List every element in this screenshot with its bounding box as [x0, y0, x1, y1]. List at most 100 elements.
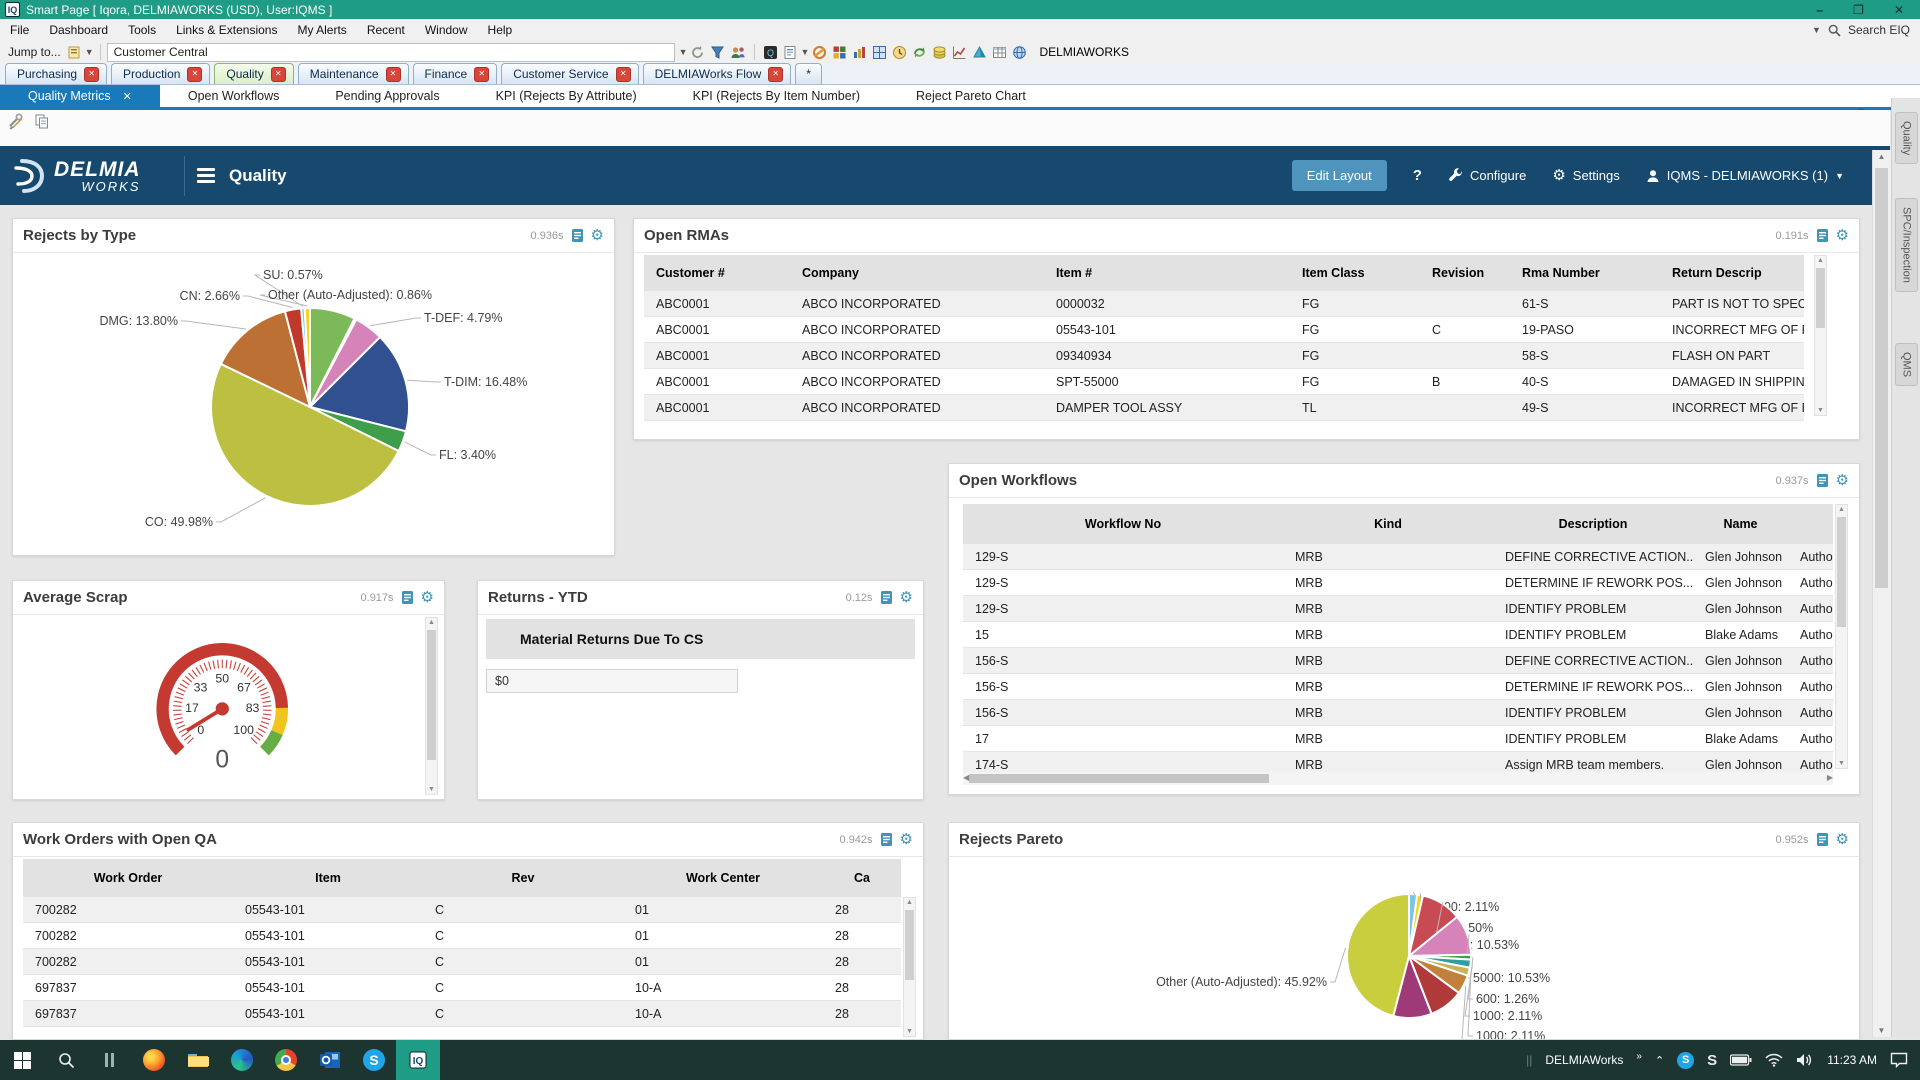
menu-recent[interactable]: Recent: [366, 23, 405, 37]
close-tab-icon[interactable]: ✕: [474, 66, 490, 82]
report-icon[interactable]: [1816, 473, 1829, 488]
close-button[interactable]: ✕: [1893, 2, 1904, 17]
module-tab-production[interactable]: Production ✕: [111, 63, 211, 84]
task-view-button[interactable]: [88, 1040, 132, 1080]
panel-settings-icon[interactable]: ⚙: [1835, 227, 1849, 244]
skype-icon[interactable]: S: [352, 1040, 396, 1080]
column-header[interactable]: Return Descrip: [1672, 266, 1762, 280]
combobox-caret-icon[interactable]: ▼: [678, 47, 688, 57]
panel-settings-icon[interactable]: ⚙: [590, 227, 604, 244]
taskbar-search-button[interactable]: [44, 1040, 88, 1080]
column-header[interactable]: Revision: [1432, 266, 1485, 280]
jump-to-combobox[interactable]: Customer Central: [106, 42, 675, 62]
table-row[interactable]: ABC0001 ABCO INCORPORATED 0000032 FG 61-S PAR…: [644, 291, 1804, 317]
close-tab-icon[interactable]: ✕: [84, 66, 100, 82]
blue-grid-icon[interactable]: [869, 43, 889, 61]
returns-column-header[interactable]: Material Returns Due To CS: [486, 619, 915, 659]
taskbar-clock[interactable]: 11:23 AM: [1827, 1053, 1877, 1067]
module-tab-quality[interactable]: Quality ✕: [214, 63, 294, 84]
hamburger-menu-icon[interactable]: [197, 168, 215, 183]
delmiaworks-app-button[interactable]: IQ: [396, 1040, 440, 1080]
table-row[interactable]: ABC0001 ABCO INCORPORATED 05543-101 FG C 19-P…: [644, 317, 1804, 343]
page-tab-quality-metrics[interactable]: Quality Metrics ✕: [0, 85, 160, 107]
panel-settings-icon[interactable]: ⚙: [1835, 472, 1849, 489]
tray-skype-icon[interactable]: S: [1677, 1051, 1695, 1069]
iq-assist-icon[interactable]: Q: [761, 43, 781, 61]
page-tab-kpi-rejects-by-item-number-[interactable]: KPI (Rejects By Item Number): [665, 85, 888, 107]
menu-links-extensions[interactable]: Links & Extensions: [176, 23, 278, 37]
close-tab-icon[interactable]: ✕: [768, 66, 784, 82]
page-tab-pending-approvals[interactable]: Pending Approvals: [307, 85, 467, 107]
main-vertical-scrollbar[interactable]: ▲ ▼: [1872, 150, 1891, 1037]
report-icon[interactable]: [880, 590, 893, 605]
page-tab-open-workflows[interactable]: Open Workflows: [160, 85, 307, 107]
close-tab-icon[interactable]: ✕: [187, 66, 203, 82]
report-icon[interactable]: [880, 832, 893, 847]
module-tab-maintenance[interactable]: Maintenance ✕: [297, 63, 409, 84]
form-caret-icon[interactable]: ▼: [800, 47, 810, 57]
side-tab-quality[interactable]: Quality: [1895, 112, 1918, 165]
customize-tools-icon[interactable]: [8, 113, 25, 135]
close-tab-icon[interactable]: ✕: [615, 66, 631, 82]
menu-dashboard[interactable]: Dashboard: [49, 23, 109, 37]
link-orange-icon[interactable]: [809, 43, 829, 61]
panel-settings-icon[interactable]: ⚙: [899, 589, 913, 606]
edge-icon[interactable]: [220, 1040, 264, 1080]
side-tab-spc-inspection[interactable]: SPC/Inspection: [1895, 198, 1918, 292]
table-row[interactable]: 697837 05543-101 C 10-A 28: [23, 975, 901, 1001]
column-header[interactable]: Ca: [854, 871, 870, 885]
column-header[interactable]: Rma Number: [1522, 266, 1600, 280]
maximize-button[interactable]: ❐: [1853, 2, 1864, 17]
table-row[interactable]: ABC0001 ABCO INCORPORATED SPT-55000 FG B 40-S…: [644, 369, 1804, 395]
column-header[interactable]: Rev: [511, 871, 535, 885]
copy-layout-icon[interactable]: [34, 113, 50, 135]
money-icon[interactable]: [929, 43, 949, 61]
tray-s-icon[interactable]: S: [1707, 1051, 1718, 1069]
side-tab-qms[interactable]: QMS: [1895, 343, 1918, 387]
chrome-icon[interactable]: [264, 1040, 308, 1080]
page-tab-reject-pareto-chart[interactable]: Reject Pareto Chart: [888, 85, 1054, 107]
search-icon[interactable]: [1828, 24, 1841, 37]
jump-to-icon[interactable]: [65, 43, 85, 61]
report-icon[interactable]: [401, 590, 414, 605]
outlook-icon[interactable]: [308, 1040, 352, 1080]
column-header[interactable]: Item Class: [1302, 266, 1365, 280]
table-row[interactable]: 15 MRB IDENTIFY PROBLEM Blake Adams Authoriz…: [963, 622, 1833, 648]
table-row[interactable]: 17 MRB IDENTIFY PROBLEM Blake Adams Authoriz…: [963, 726, 1833, 752]
pie-slice[interactable]: [210, 362, 400, 507]
column-header[interactable]: Description: [1558, 517, 1628, 531]
column-header[interactable]: Workflow No: [1084, 517, 1162, 531]
table-row[interactable]: 129-S MRB DEFINE CORRECTIVE ACTION... Glen …: [963, 544, 1833, 570]
open-workflows-hscrollbar[interactable]: ◀ ▶: [963, 772, 1833, 785]
report-icon[interactable]: [571, 228, 584, 243]
minimize-button[interactable]: –: [1816, 2, 1824, 17]
page-tab-kpi-rejects-by-attribute-[interactable]: KPI (Rejects By Attribute): [468, 85, 665, 107]
table-row[interactable]: 156-S MRB DEFINE CORRECTIVE ACTION... Glen …: [963, 648, 1833, 674]
refresh-icon[interactable]: [688, 43, 708, 61]
returns-value[interactable]: $0: [486, 669, 738, 693]
start-button[interactable]: [0, 1040, 44, 1080]
average-scrap-scrollbar[interactable]: ▲ ▼: [425, 617, 438, 795]
pie-slice[interactable]: [303, 306, 311, 408]
panel-settings-icon[interactable]: ⚙: [1835, 831, 1849, 848]
pie-slice[interactable]: [219, 310, 312, 409]
column-header[interactable]: Company: [802, 266, 859, 280]
pie-slice[interactable]: [308, 335, 410, 433]
column-header[interactable]: Item #: [1056, 266, 1093, 280]
table-row[interactable]: 697837 05543-101 C 10-A 28: [23, 1001, 901, 1027]
column-header[interactable]: Work Order: [93, 871, 163, 885]
jump-to-caret-icon[interactable]: ▼: [84, 47, 94, 57]
battery-icon[interactable]: [1730, 1054, 1752, 1066]
menu-help[interactable]: Help: [487, 23, 513, 37]
open-workflows-vscrollbar[interactable]: ▲ ▼: [1835, 504, 1848, 769]
firefox-icon[interactable]: [132, 1040, 176, 1080]
edit-layout-button[interactable]: Edit Layout: [1291, 160, 1387, 191]
close-tab-icon[interactable]: ✕: [122, 90, 132, 103]
pie-slice[interactable]: [1346, 892, 1410, 1018]
filter-icon[interactable]: [708, 43, 728, 61]
wifi-icon[interactable]: [1765, 1053, 1783, 1067]
table-row[interactable]: 156-S MRB IDENTIFY PROBLEM Glen Johnson Auth…: [963, 700, 1833, 726]
configure-button[interactable]: Configure: [1448, 168, 1526, 183]
taskbar-app-label[interactable]: DELMIAWorks: [1545, 1053, 1624, 1067]
column-header[interactable]: Customer #: [656, 266, 725, 280]
